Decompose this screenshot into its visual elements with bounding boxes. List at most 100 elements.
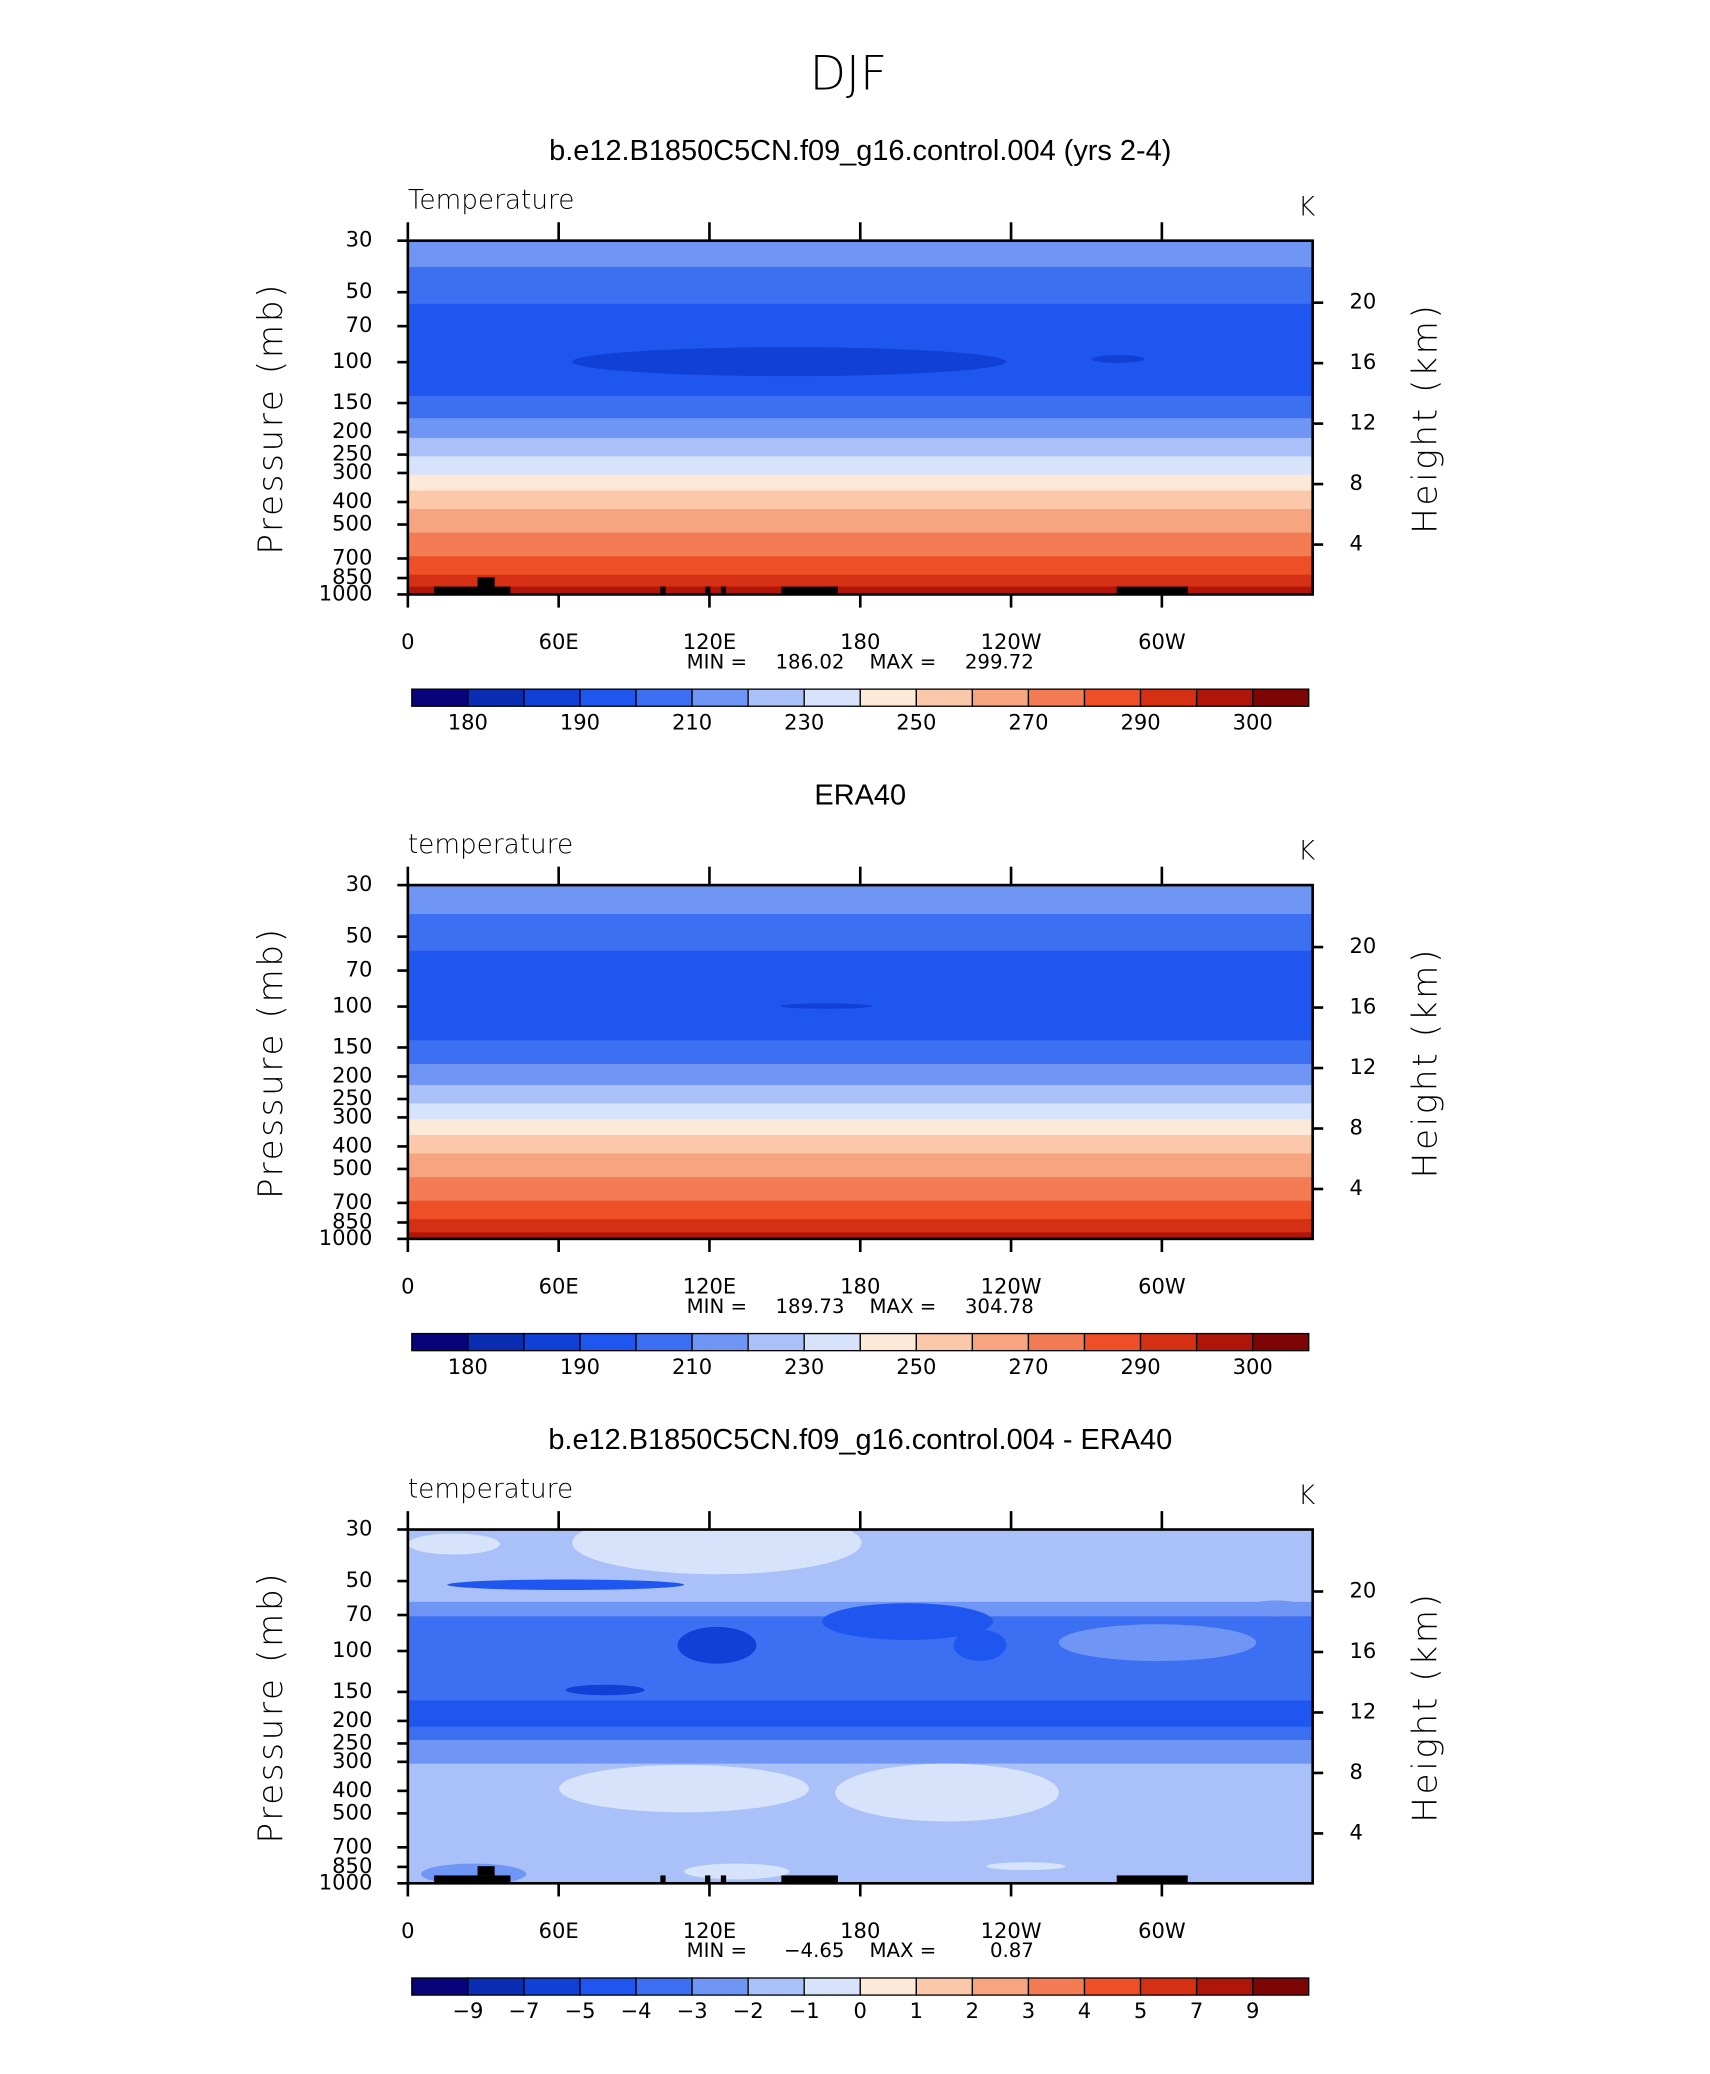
y-tick-label: 500 — [332, 1799, 372, 1824]
contour-band — [407, 437, 1313, 458]
min-value: 186.02 — [775, 650, 844, 673]
contour-field — [407, 240, 1313, 595]
contour-band — [407, 474, 1313, 492]
contour-region — [447, 1579, 685, 1591]
max-value: 0.87 — [990, 1939, 1034, 1962]
y-tick-label: 150 — [332, 1033, 372, 1058]
colorbar-label: 290 — [1120, 709, 1160, 734]
x-tick-label: 0 — [401, 1274, 414, 1299]
topography — [434, 586, 511, 595]
y-axis-label: Pressure (mb) — [251, 282, 291, 555]
topography — [720, 1875, 727, 1884]
y-tick-label: 400 — [332, 1777, 372, 1802]
colorbar-label: −7 — [508, 1998, 539, 2023]
colorbar-box — [523, 1977, 581, 1996]
y-tick-label: 150 — [332, 389, 372, 414]
colorbar-box — [747, 688, 805, 707]
colorbar-box — [1027, 1332, 1086, 1352]
contour-region — [407, 1533, 500, 1555]
colorbar-box — [1027, 688, 1086, 707]
colorbar-box — [467, 1977, 525, 1996]
colorbar-label: −2 — [733, 1998, 764, 2023]
contour-band — [407, 490, 1313, 510]
colorbar-box — [1195, 688, 1254, 707]
contour-region — [559, 1764, 809, 1813]
contour-band — [407, 266, 1313, 305]
colorbar-box — [467, 688, 525, 707]
y2-tick-label: 8 — [1349, 1759, 1362, 1784]
variable-label: temperature — [408, 1475, 573, 1505]
y-tick-label: 300 — [332, 1748, 372, 1773]
y-tick-label: 50 — [346, 923, 373, 948]
contour-band — [407, 1063, 1313, 1086]
max-label: MAX = — [869, 1939, 936, 1962]
contour-region — [780, 1003, 873, 1009]
contour-band — [407, 456, 1313, 476]
x-tick-label: 180 — [840, 1918, 880, 1943]
colorbar-label: 190 — [560, 1354, 600, 1379]
colorbar-box — [971, 1332, 1030, 1352]
x-tick-label: 60E — [539, 629, 579, 654]
colorbar-label: 290 — [1120, 1354, 1160, 1379]
y2-tick-label: 4 — [1349, 531, 1362, 556]
colorbar-label: 9 — [1246, 1998, 1259, 2023]
y-axis-label: Pressure (mb) — [251, 926, 291, 1199]
contour-band — [407, 1739, 1313, 1765]
contour-region — [1026, 1850, 1313, 1867]
x-tick-label: 120E — [683, 1274, 736, 1299]
x-tick-label: 60E — [539, 1274, 579, 1299]
page-title: DJF — [810, 46, 888, 101]
y-tick-label: 50 — [346, 278, 373, 303]
max-label: MAX = — [869, 650, 936, 673]
y2-tick-label: 4 — [1349, 1819, 1362, 1844]
contour-band — [407, 1085, 1313, 1105]
y2-tick-label: 8 — [1349, 1115, 1362, 1140]
y2-tick-label: 16 — [1349, 1638, 1376, 1663]
colorbar-box — [859, 1977, 917, 1996]
colorbar-label: 3 — [1022, 1998, 1035, 2023]
colorbar-label: 250 — [896, 1354, 936, 1379]
colorbar-box — [803, 688, 861, 707]
colorbar-box — [635, 1977, 693, 1996]
colorbar-label: 7 — [1190, 1998, 1203, 2023]
contour-region — [1242, 1600, 1309, 1617]
panel: b.e12.B1850C5CN.f09_g16.control.004 (yrs… — [251, 135, 1446, 734]
y2-tick-label: 12 — [1349, 1054, 1376, 1079]
topography — [660, 1875, 666, 1884]
contour-band — [407, 1103, 1313, 1120]
y-tick-label: 150 — [332, 1678, 372, 1703]
y2-axis-label: Height (km) — [1406, 303, 1446, 534]
min-value: −4.65 — [784, 1939, 844, 1962]
contour-region — [953, 1629, 1007, 1662]
topography — [660, 586, 666, 595]
contour-band — [407, 1700, 1313, 1728]
colorbar-label: 270 — [1008, 1354, 1048, 1379]
panel-title: b.e12.B1850C5CN.f09_g16.control.004 - ER… — [548, 1424, 1172, 1456]
colorbar-label: 230 — [784, 1354, 824, 1379]
x-tick-label: 0 — [401, 629, 414, 654]
y-tick-label: 250 — [332, 441, 372, 466]
y-tick-label: 700 — [332, 544, 372, 569]
colorbar-label: 190 — [560, 709, 600, 734]
colorbar-box — [803, 1332, 861, 1352]
contour-region — [1058, 1624, 1257, 1662]
contour-band — [407, 574, 1313, 588]
contour-band — [407, 1177, 1313, 1202]
contour-region — [835, 1763, 1059, 1822]
topography — [720, 586, 727, 595]
contour-band — [407, 914, 1313, 952]
min-label: MIN = — [687, 650, 747, 673]
colorbar-box — [691, 1977, 749, 1996]
colorbar-label: 180 — [448, 1354, 488, 1379]
colorbar-label: 180 — [448, 709, 488, 734]
y-tick-label: 1000 — [319, 1869, 373, 1894]
colorbar-box — [691, 688, 749, 707]
y-tick-label: 500 — [332, 511, 372, 536]
colorbar: −9 −7 −5 −4 −3 −2 −1 0 1 2 3 4 5 7 9 — [411, 1977, 1310, 2023]
y-tick-label: 200 — [332, 1707, 372, 1732]
colorbar: 180 190 210 230 250 270 290 300 — [411, 1332, 1310, 1379]
contour-band — [407, 532, 1313, 557]
y2-tick-label: 20 — [1349, 289, 1376, 314]
topography — [434, 1875, 511, 1884]
